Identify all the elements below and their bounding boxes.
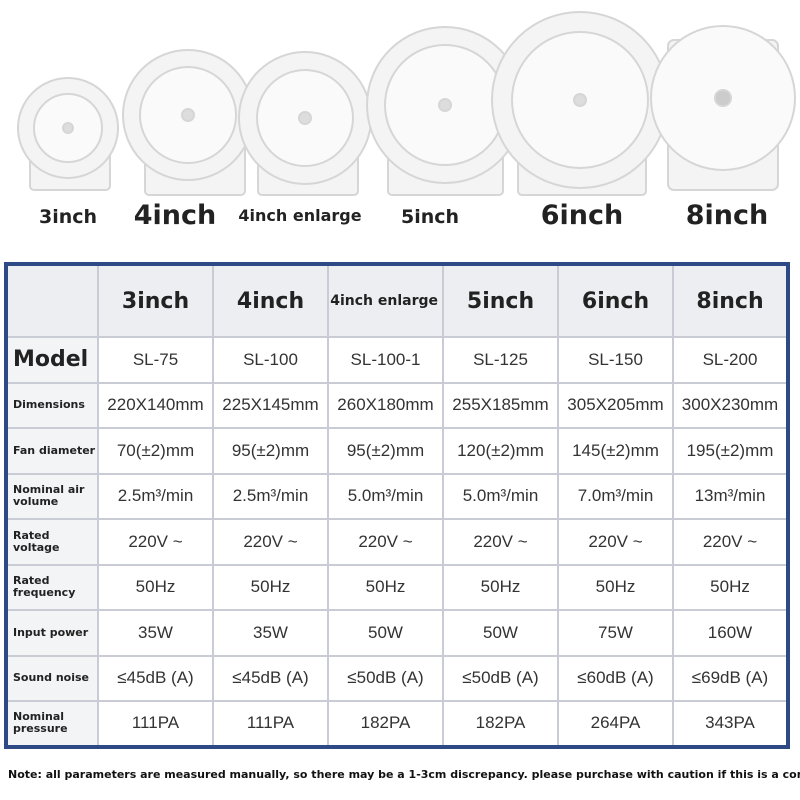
- table-cell: 13m³/min: [672, 472, 789, 520]
- table-cell: SL-100-1: [327, 336, 444, 384]
- table-cell: 50Hz: [672, 563, 789, 611]
- table-row: Input power 35W 35W 50W 50W 75W 160W: [5, 609, 789, 657]
- table-cell: 95(±2)mm: [327, 427, 444, 475]
- product-label: 8inch: [685, 200, 769, 231]
- table-cell: 220X140mm: [97, 381, 214, 429]
- header-cell: 3inch: [97, 263, 214, 338]
- table-cell: 95(±2)mm: [212, 427, 329, 475]
- table-cell: 220V ~: [672, 518, 789, 566]
- corner-cell: [5, 263, 99, 338]
- row-header: Nominal pressure: [5, 700, 99, 748]
- table-cell: 343PA: [672, 700, 789, 748]
- product-label: 4inch: [133, 200, 217, 231]
- product-label: 5inch: [400, 206, 460, 228]
- table-cell: 160W: [672, 609, 789, 657]
- table-row: Fan diameter 70(±2)mm 95(±2)mm 95(±2)mm 120(…: [5, 427, 789, 475]
- table-cell: 145(±2)mm: [557, 427, 674, 475]
- table-row: Rated frequency 50Hz 50Hz 50Hz 50Hz 50Hz 50Hz: [5, 563, 789, 611]
- row-header: Model: [5, 336, 99, 384]
- row-header: Fan diameter: [5, 427, 99, 475]
- table-cell: 50Hz: [557, 563, 674, 611]
- table-row: Nominal air volume 2.5m³/min 2.5m³/min 5.0m…: [5, 472, 789, 520]
- table-row: Model SL-75 SL-100 SL-100-1 SL-125 SL-150 SL-2…: [5, 336, 789, 384]
- table-cell: ≤60dB (A): [557, 654, 674, 702]
- table-cell: 305X205mm: [557, 381, 674, 429]
- table-cell: 195(±2)mm: [672, 427, 789, 475]
- table-cell: 2.5m³/min: [212, 472, 329, 520]
- row-header: Input power: [5, 609, 99, 657]
- table-cell: 70(±2)mm: [97, 427, 214, 475]
- table-cell: 75W: [557, 609, 674, 657]
- note: Note: all parameters are measured manual…: [8, 768, 800, 781]
- table-cell: 50Hz: [212, 563, 329, 611]
- table-cell: ≤45dB (A): [212, 654, 329, 702]
- row-header: Rated frequency: [5, 563, 99, 611]
- table-row: Nominal pressure 111PA 111PA 182PA 182PA 264P…: [5, 700, 789, 748]
- table-cell: 120(±2)mm: [442, 427, 559, 475]
- table-cell: 111PA: [212, 700, 329, 748]
- table-cell: 50Hz: [97, 563, 214, 611]
- table-cell: 220V ~: [97, 518, 214, 566]
- table-cell: SL-100: [212, 336, 329, 384]
- table-cell: 35W: [97, 609, 214, 657]
- table-cell: 2.5m³/min: [97, 472, 214, 520]
- product-label: 4inch enlarge: [238, 206, 362, 225]
- spec-table: 3inch 4inch 4inch enlarge 5inch 6inch 8inch M…: [4, 262, 790, 749]
- row-header: Nominal air volume: [5, 472, 99, 520]
- table-cell: 111PA: [97, 700, 214, 748]
- table-row: Dimensions 220X140mm 225X145mm 260X180mm 255…: [5, 381, 789, 429]
- header-cell: 4inch enlarge: [327, 263, 444, 338]
- table-cell: 35W: [212, 609, 329, 657]
- table-cell: 7.0m³/min: [557, 472, 674, 520]
- product-label: 6inch: [540, 200, 624, 231]
- table-cell: 50W: [442, 609, 559, 657]
- table-cell: 50W: [327, 609, 444, 657]
- table-cell: ≤50dB (A): [442, 654, 559, 702]
- table-cell: ≤50dB (A): [327, 654, 444, 702]
- row-header: Rated voltage: [5, 518, 99, 566]
- table-cell: 255X185mm: [442, 381, 559, 429]
- table-cell: 220V ~: [212, 518, 329, 566]
- table-cell: 300X230mm: [672, 381, 789, 429]
- table-cell: ≤45dB (A): [97, 654, 214, 702]
- product-label: 3inch: [38, 206, 98, 228]
- table-row: Rated voltage 220V ~220V ~220V ~220V ~220…: [5, 518, 789, 566]
- table-cell: 182PA: [327, 700, 444, 748]
- fan-pictures: [17, 11, 796, 196]
- table-cell: 260X180mm: [327, 381, 444, 429]
- table-cell: SL-200: [672, 336, 789, 384]
- table-cell: SL-75: [97, 336, 214, 384]
- header-cell: 6inch: [557, 263, 674, 338]
- table-cell: 225X145mm: [212, 381, 329, 429]
- header-cell: 5inch: [442, 263, 559, 338]
- row-header: Dimensions: [5, 381, 99, 429]
- table-cell: 5.0m³/min: [327, 472, 444, 520]
- table-cell: 50Hz: [327, 563, 444, 611]
- table-cell: SL-150: [557, 336, 674, 384]
- table-cell: 220V ~: [442, 518, 559, 566]
- header-cell: 4inch: [212, 263, 329, 338]
- table-cell: 50Hz: [442, 563, 559, 611]
- table-cell: ≤69dB (A): [672, 654, 789, 702]
- row-header: Sound noise: [5, 654, 99, 702]
- table-cell: 220V ~: [327, 518, 444, 566]
- table-cell: SL-125: [442, 336, 559, 384]
- table-cell: 5.0m³/min: [442, 472, 559, 520]
- table-row: Sound noise ≤45dB (A) ≤45dB (A) ≤50dB (A) ≤5…: [5, 654, 789, 702]
- header-cell: 8inch: [672, 263, 789, 338]
- table-cell: 220V ~: [557, 518, 674, 566]
- table-cell: 182PA: [442, 700, 559, 748]
- table-cell: 264PA: [557, 700, 674, 748]
